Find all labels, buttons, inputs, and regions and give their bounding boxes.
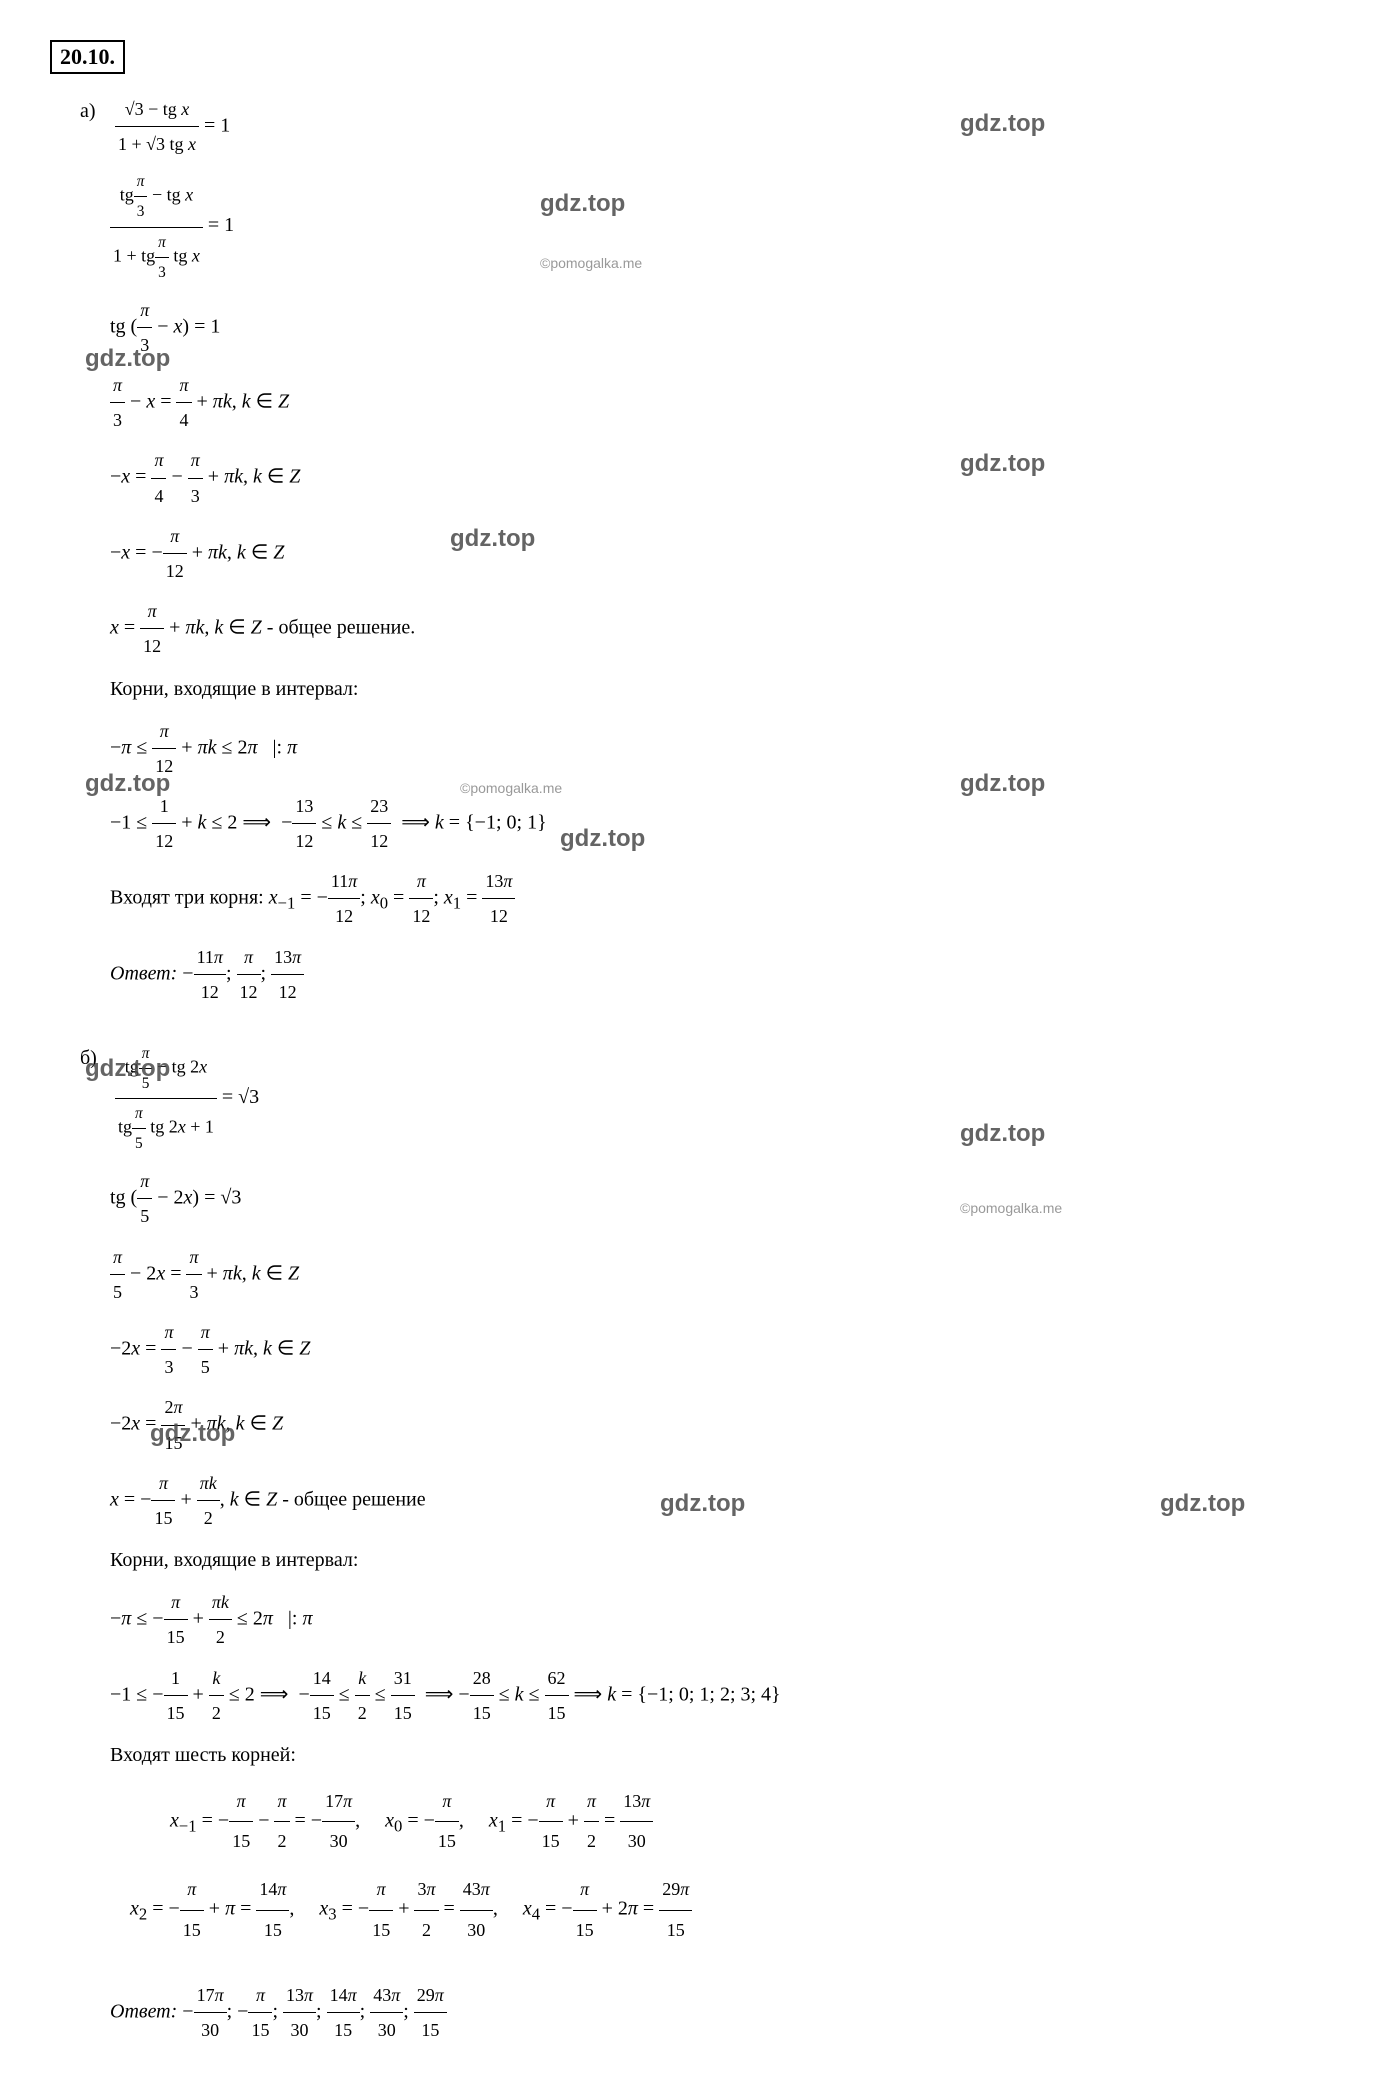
math-line: −π ≤ −π15 + πk2 ≤ 2π |: π bbox=[110, 1585, 1350, 1654]
math-line: −1 ≤ −115 + k2 ≤ 2 ⟹ −1415 ≤ k2 ≤ 3115 ⟹… bbox=[110, 1661, 1350, 1730]
math-line: x = −π15 + πk2, k ∈ Z - общее решение bbox=[110, 1466, 1350, 1535]
interval-label: Корни, входящие в интервал: bbox=[110, 670, 1350, 708]
math-line: −x = π4 − π3 + πk, k ∈ Z bbox=[110, 443, 1350, 512]
math-line: −π ≤ π12 + πk ≤ 2π |: π bbox=[110, 714, 1350, 783]
math-line: tg (π5 − 2x) = √3 bbox=[110, 1164, 1350, 1233]
interval-label: Корни, входящие в интервал: bbox=[110, 1541, 1350, 1579]
roots-label: Входят шесть корней: bbox=[110, 1736, 1350, 1774]
part-b-label: б) bbox=[80, 1039, 110, 1077]
math-line: −2x = 2π15 + πk, k ∈ Z bbox=[110, 1390, 1350, 1459]
answer-label: Ответ: bbox=[110, 2001, 177, 2023]
part-b-start: б) tgπ5 − tg 2xtgπ5 tg 2x + 1 = √3 bbox=[80, 1039, 1350, 1158]
problem-number: 20.10. bbox=[50, 40, 125, 74]
math-line: x = π12 + πk, k ∈ Z - общее решение. bbox=[110, 594, 1350, 663]
math-line: −2x = π3 − π5 + πk, k ∈ Z bbox=[110, 1315, 1350, 1384]
roots-row: x−1 = −π15 − π2 = −17π30, x0 = −π15, x1 … bbox=[170, 1782, 1350, 1862]
math-line: −x = −π12 + πk, k ∈ Z bbox=[110, 519, 1350, 588]
math-line: −1 ≤ 112 + k ≤ 2 ⟹ −1312 ≤ k ≤ 2312 ⟹ k … bbox=[110, 789, 1350, 858]
roots-line: Входят три корня: x−1 = −11π12; x0 = π12… bbox=[110, 864, 1350, 933]
math-line: tg (π3 − x) = 1 bbox=[110, 293, 1350, 362]
roots-row: x2 = −π15 + π = 14π15, x3 = −π15 + 3π2 =… bbox=[130, 1870, 1350, 1950]
part-a-label: а) bbox=[80, 92, 110, 130]
math-line: tgπ3 − tg x1 + tgπ3 tg x = 1 bbox=[110, 167, 1350, 286]
answer-line: Ответ: −11π12; π12; 13π12 bbox=[110, 940, 1350, 1009]
roots-label: Входят три корня: bbox=[110, 887, 264, 909]
math-line: π3 − x = π4 + πk, k ∈ Z bbox=[110, 368, 1350, 437]
answer-label: Ответ: bbox=[110, 962, 177, 984]
part-a-start: а) √3 − tg x1 + √3 tg x = 1 bbox=[80, 92, 1350, 161]
answer-line: Ответ: −17π30; −π15; 13π30; 14π15; 43π30… bbox=[110, 1978, 1350, 2047]
math-line: π5 − 2x = π3 + πk, k ∈ Z bbox=[110, 1240, 1350, 1309]
